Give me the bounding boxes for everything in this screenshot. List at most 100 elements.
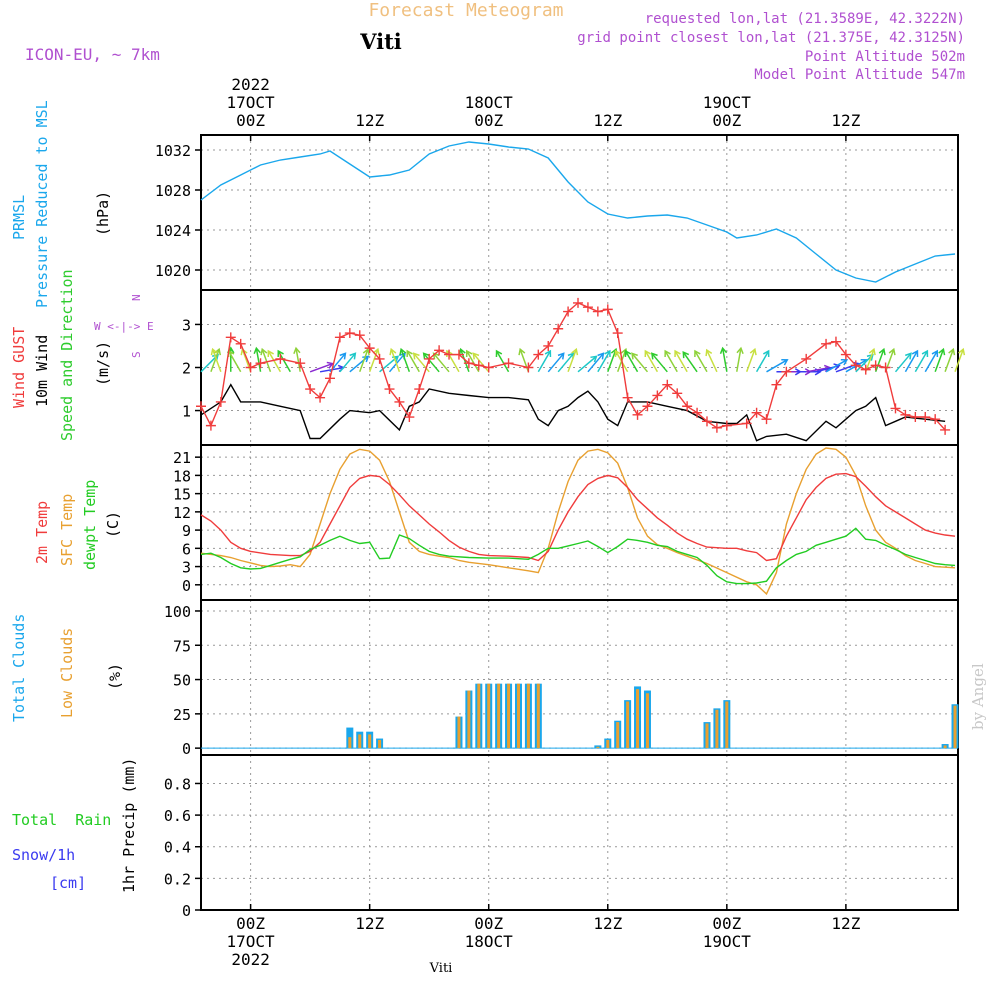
wind-arrowhead bbox=[624, 349, 632, 358]
wind-arrowhead bbox=[372, 347, 380, 356]
gust-marker bbox=[652, 390, 663, 401]
gust-marker bbox=[880, 362, 891, 373]
wind-arrowhead bbox=[590, 355, 598, 363]
gust-marker bbox=[444, 349, 455, 360]
panel-frame bbox=[200, 134, 959, 291]
wind-arrow bbox=[924, 350, 938, 373]
ytick-label: 1024 bbox=[155, 222, 191, 240]
wind-arrowhead bbox=[267, 349, 274, 358]
wind-arrow bbox=[745, 348, 756, 373]
panel-clouds: 0 25 50 75 100 bbox=[164, 599, 959, 758]
wind-arrow bbox=[721, 348, 728, 372]
cloud-unit: (%) bbox=[106, 663, 124, 690]
info-line-1: grid point closest lon,lat (21.375E, 42.… bbox=[577, 30, 965, 46]
wind-arrowhead bbox=[938, 347, 946, 356]
top-time-label: 2022 bbox=[231, 75, 270, 94]
wind-arrow bbox=[651, 352, 668, 373]
legend-rain: Total Rain bbox=[12, 811, 111, 829]
gust-marker bbox=[374, 353, 385, 364]
gust-marker bbox=[275, 353, 286, 364]
temp-label-2m: 2m Temp bbox=[33, 501, 51, 564]
wind-label-gust: Wind GUST bbox=[10, 327, 28, 408]
gust-marker bbox=[315, 392, 326, 403]
ytick-label: 50 bbox=[173, 672, 191, 690]
wind-arrowhead bbox=[650, 352, 658, 360]
wind-arrow bbox=[309, 362, 333, 373]
wind-arrowhead bbox=[682, 350, 690, 359]
wind-arrowhead bbox=[644, 349, 651, 358]
low-cloud-bar bbox=[626, 701, 630, 749]
gust-marker bbox=[483, 362, 494, 373]
pressure-unit: (hPa) bbox=[94, 191, 112, 236]
gust-marker bbox=[354, 330, 365, 341]
legend-snow: Snow/1h bbox=[12, 846, 75, 864]
wind-arrow bbox=[587, 352, 604, 373]
gust-marker bbox=[463, 358, 474, 369]
wind-arrowhead bbox=[277, 349, 284, 358]
top-time-label: 17OCT bbox=[227, 93, 276, 112]
low-cloud-bar bbox=[467, 690, 471, 749]
top-time-label: 12Z bbox=[355, 111, 384, 130]
bottom-time-label: 12Z bbox=[355, 914, 384, 933]
panel-frame bbox=[200, 754, 959, 911]
wind-arrow bbox=[547, 352, 565, 373]
low-cloud-bar bbox=[526, 683, 530, 749]
bottom-time-label: 00Z bbox=[236, 914, 265, 933]
low-cloud-bar bbox=[636, 689, 640, 749]
gust-marker bbox=[612, 328, 623, 339]
ytick-label: 0.2 bbox=[164, 870, 191, 888]
model-name: ICON-EU, ~ 7km bbox=[25, 45, 160, 64]
gust-marker bbox=[473, 360, 484, 371]
plot-area: 1020102410281032123036912151821025507510… bbox=[155, 75, 966, 969]
gust-marker bbox=[920, 412, 931, 423]
compass-we: W <-|-> E bbox=[94, 320, 154, 333]
bottom-time-label: 2022 bbox=[231, 950, 270, 969]
wind-arrowhead bbox=[389, 347, 397, 356]
pressure-ylabel: PRMSL Pressure Reduced to MSL (hPa) bbox=[10, 100, 112, 308]
wind-label-dir: Speed and Direction bbox=[58, 269, 76, 441]
ytick-label: 18 bbox=[173, 467, 191, 485]
wind-arrow bbox=[664, 350, 678, 373]
wind-arrowhead bbox=[465, 349, 473, 358]
wind-arrow bbox=[631, 352, 649, 373]
gust-marker bbox=[563, 306, 574, 317]
panel-frame bbox=[200, 599, 959, 756]
pressure-label-msl: Pressure Reduced to MSL bbox=[33, 100, 51, 308]
wind-arrowhead bbox=[260, 347, 268, 356]
wind-arrow bbox=[736, 348, 742, 372]
wind-arrowhead bbox=[840, 358, 849, 366]
wind-speed-line bbox=[200, 383, 946, 442]
gust-marker bbox=[850, 360, 861, 371]
low-cloud-bar bbox=[943, 745, 947, 749]
wind-arrowhead bbox=[674, 349, 681, 358]
gust-marker bbox=[751, 407, 762, 418]
wind-arrow bbox=[954, 348, 964, 373]
ytick-label: 0 bbox=[182, 740, 191, 758]
gust-marker bbox=[662, 379, 673, 390]
wind-arrowhead bbox=[749, 347, 757, 356]
wind-arrow bbox=[865, 348, 875, 373]
gust-marker bbox=[225, 332, 236, 343]
wind-arrow bbox=[423, 352, 440, 373]
top-time-label: 19OCT bbox=[703, 93, 752, 112]
precip-ylabel: 1hr Precip (mm) Total Rain Snow/1h [cm] bbox=[12, 758, 138, 893]
gust-marker bbox=[642, 401, 653, 412]
wind-arrowhead bbox=[399, 347, 407, 356]
wind-arrow bbox=[706, 349, 718, 373]
ytick-label: 6 bbox=[182, 540, 191, 558]
cloud-label-total: Total Clouds bbox=[10, 614, 28, 722]
footer-station: Viti bbox=[429, 961, 453, 976]
ytick-label: 0.4 bbox=[164, 839, 191, 857]
wind-arrowhead bbox=[781, 358, 789, 366]
wind-arrowhead bbox=[931, 349, 939, 358]
wind-arrow bbox=[934, 348, 945, 373]
temp-label-dewpt: dewpt Temp bbox=[81, 480, 99, 570]
wind-arrowhead bbox=[694, 349, 701, 358]
gust-marker bbox=[741, 418, 752, 429]
wind-arrowhead bbox=[736, 346, 744, 355]
ytick-label: 0 bbox=[182, 577, 191, 595]
gust-marker bbox=[602, 304, 613, 315]
gust-marker bbox=[672, 388, 683, 399]
gust-marker bbox=[573, 297, 584, 308]
gust-marker bbox=[543, 340, 554, 351]
